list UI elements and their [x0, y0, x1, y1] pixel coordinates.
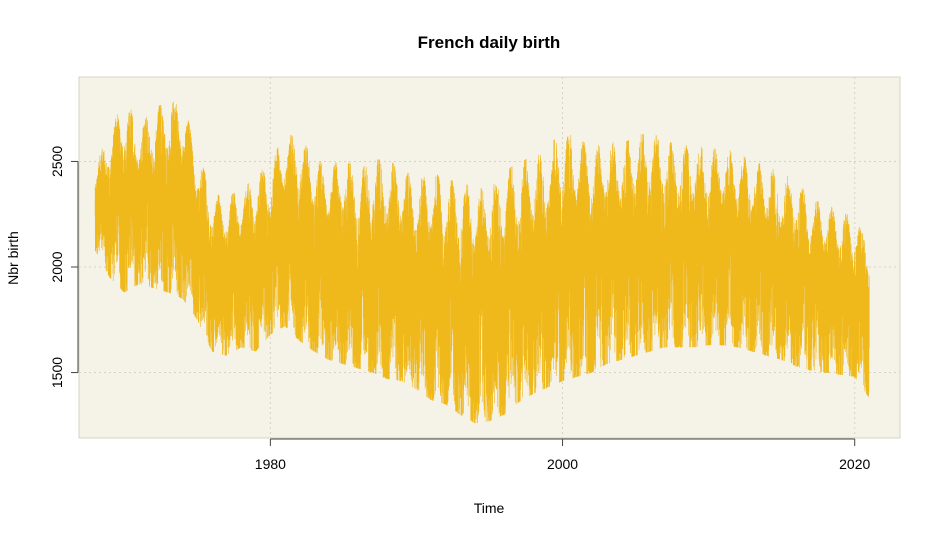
- chart-title: French daily birth: [418, 33, 561, 52]
- x-axis-label: Time: [474, 500, 505, 516]
- y-tick-label: 2500: [49, 146, 65, 177]
- x-tick-label: 2020: [839, 456, 870, 472]
- y-axis-label: Nbr birth: [5, 231, 21, 285]
- x-tick-label: 2000: [547, 456, 578, 472]
- y-tick-label: 1500: [49, 357, 65, 388]
- series-line: [94, 101, 870, 424]
- x-tick-label: 1980: [255, 456, 286, 472]
- x-axis: 1980 2000 2020: [255, 438, 870, 472]
- y-tick-label: 2000: [49, 251, 65, 282]
- y-axis: 1500 2000 2500: [49, 146, 79, 388]
- series-group: [94, 101, 870, 424]
